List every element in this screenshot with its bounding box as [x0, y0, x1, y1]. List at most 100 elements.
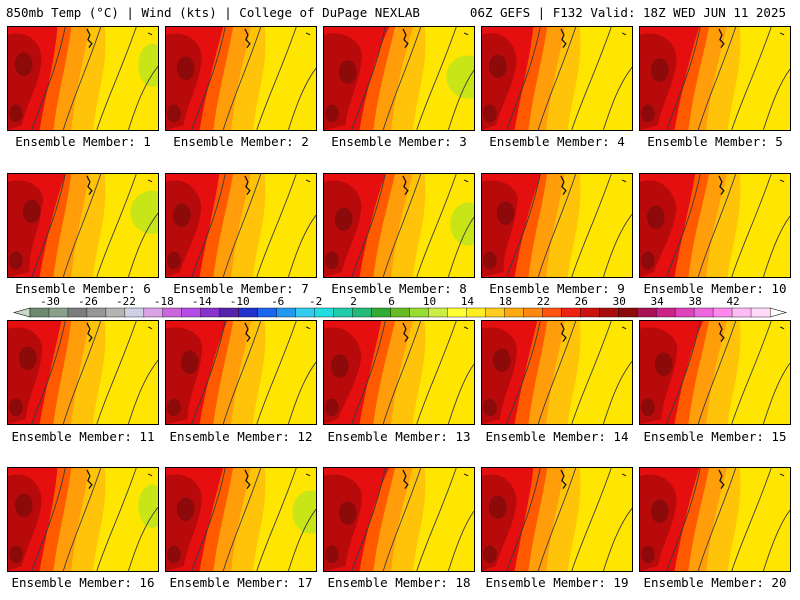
member-label-16: Ensemble Member: 16 [11, 575, 155, 590]
map-panel-member-12 [165, 320, 317, 425]
map-panel-member-20 [639, 467, 791, 572]
member-label-2: Ensemble Member: 2 [173, 134, 309, 149]
colorbar-bin [731, 307, 752, 318]
colorbar-bin [618, 307, 638, 318]
member-label-17: Ensemble Member: 17 [169, 575, 313, 590]
colorbar-bin [105, 307, 126, 318]
map-panel-member-10 [639, 173, 791, 278]
colorbar-bin [693, 307, 714, 318]
colorbar-tick-label: 42 [726, 296, 739, 308]
colorbar-bin [219, 307, 240, 318]
map-panel-member-7 [165, 173, 317, 278]
colorbar-tick-label: 26 [575, 296, 588, 308]
member-label-12: Ensemble Member: 12 [169, 429, 313, 444]
member-label-7: Ensemble Member: 7 [173, 281, 309, 296]
colorbar-bin [238, 307, 259, 318]
member-label-1: Ensemble Member: 1 [15, 134, 151, 149]
colorbar-left-arrow [12, 307, 31, 318]
colorbar-tick-label: 2 [350, 296, 357, 308]
member-label-15: Ensemble Member: 15 [643, 429, 787, 444]
colorbar-bin [314, 307, 335, 318]
colorbar-bin [561, 307, 581, 318]
map-panel-member-11 [7, 320, 159, 425]
colorbar-bin [447, 307, 467, 318]
colorbar-bin [181, 307, 202, 318]
map-panel-member-15 [639, 320, 791, 425]
colorbar-tick-label: -18 [154, 296, 174, 308]
colorbar-tick-label: -30 [40, 296, 60, 308]
member-label-3: Ensemble Member: 3 [331, 134, 467, 149]
member-label-13: Ensemble Member: 13 [327, 429, 471, 444]
map-panel-member-4 [481, 26, 633, 131]
member-label-4: Ensemble Member: 4 [489, 134, 625, 149]
colorbar-bin [390, 307, 410, 318]
map-panel-member-6 [7, 173, 159, 278]
colorbar-bin [542, 307, 562, 318]
colorbar-tick-label: -10 [230, 296, 250, 308]
map-panel-member-13 [323, 320, 475, 425]
member-label-5: Ensemble Member: 5 [647, 134, 783, 149]
colorbar-bin [636, 307, 657, 318]
colorbar-bin [333, 307, 354, 318]
member-label-11: Ensemble Member: 11 [11, 429, 155, 444]
colorbar-bin [371, 307, 392, 318]
colorbar-bin [352, 307, 373, 318]
colorbar-bin [599, 307, 619, 318]
colorbar-tick-label: 34 [651, 296, 665, 308]
colorbar-tick-label: 18 [499, 296, 512, 308]
colorbar-bin [295, 307, 316, 318]
header-title-left: 850mb Temp (°C) | Wind (kts) | College o… [6, 5, 420, 20]
colorbar-bin [276, 307, 297, 318]
colorbar-tick-label: -22 [116, 296, 136, 308]
member-label-20: Ensemble Member: 20 [643, 575, 787, 590]
colorbar-bin [523, 307, 543, 318]
member-label-19: Ensemble Member: 19 [485, 575, 629, 590]
member-label-18: Ensemble Member: 18 [327, 575, 471, 590]
member-label-8: Ensemble Member: 8 [331, 281, 467, 296]
map-panel-member-2 [165, 26, 317, 131]
colorbar-tick-label: -2 [309, 296, 322, 308]
temperature-colorbar: -30 -26 -22 -18 -14 -10 -6 -2 2 6 10 14 18 22 26 30 34 38… [12, 296, 788, 318]
header-title-right: 06Z GEFS | F132 Valid: 18Z WED JUN 11 20… [469, 5, 786, 20]
colorbar-tick-label: 38 [689, 296, 702, 308]
map-panel-member-5 [639, 26, 791, 131]
colorbar-bin [48, 307, 69, 318]
colorbar-bin [162, 307, 183, 318]
colorbar-bin [200, 307, 221, 318]
map-panel-member-14 [481, 320, 633, 425]
colorbar-bin [143, 307, 164, 318]
map-panel-member-9 [481, 173, 633, 278]
colorbar-bin [712, 307, 733, 318]
colorbar-tick-label: 30 [613, 296, 626, 308]
map-panel-member-8 [323, 173, 475, 278]
map-panel-member-1 [7, 26, 159, 131]
colorbar-bin [674, 307, 695, 318]
colorbar-tick-label: 14 [461, 296, 475, 308]
colorbar-bin [409, 307, 429, 318]
colorbar-bin [750, 307, 771, 318]
map-panel-member-16 [7, 467, 159, 572]
map-panel-member-17 [165, 467, 317, 572]
member-label-9: Ensemble Member: 9 [489, 281, 625, 296]
colorbar-bin [428, 307, 448, 318]
map-panel-member-18 [323, 467, 475, 572]
colorbar-bin [257, 307, 278, 318]
colorbar-bin [485, 307, 505, 318]
colorbar-tick-label: -26 [78, 296, 98, 308]
member-label-14: Ensemble Member: 14 [485, 429, 629, 444]
colorbar-tick-label: 10 [423, 296, 436, 308]
colorbar-tick-label: 22 [537, 296, 550, 308]
colorbar-tick-label: 6 [388, 296, 395, 308]
colorbar-bin [124, 307, 145, 318]
member-label-10: Ensemble Member: 10 [643, 281, 787, 296]
colorbar-bin [67, 307, 88, 318]
colorbar-bin [86, 307, 107, 318]
colorbar-bin [580, 307, 600, 318]
colorbar-bin [655, 307, 676, 318]
colorbar-bin [466, 307, 486, 318]
map-panel-member-3 [323, 26, 475, 131]
colorbar-tick-label: -14 [192, 296, 212, 308]
member-label-6: Ensemble Member: 6 [15, 281, 151, 296]
map-panel-member-19 [481, 467, 633, 572]
colorbar-bin [504, 307, 524, 318]
